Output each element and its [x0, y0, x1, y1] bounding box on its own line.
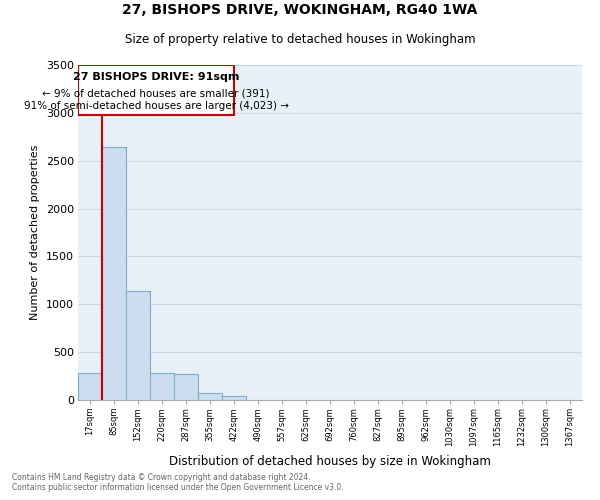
- Text: 27, BISHOPS DRIVE, WOKINGHAM, RG40 1WA: 27, BISHOPS DRIVE, WOKINGHAM, RG40 1WA: [122, 3, 478, 17]
- Bar: [222, 396, 246, 400]
- Text: Contains public sector information licensed under the Open Government Licence v3: Contains public sector information licen…: [12, 484, 344, 492]
- Bar: [78, 373, 102, 400]
- FancyBboxPatch shape: [78, 65, 234, 115]
- Bar: [198, 393, 222, 400]
- Text: Contains HM Land Registry data © Crown copyright and database right 2024.: Contains HM Land Registry data © Crown c…: [12, 474, 311, 482]
- X-axis label: Distribution of detached houses by size in Wokingham: Distribution of detached houses by size …: [169, 454, 491, 468]
- Y-axis label: Number of detached properties: Number of detached properties: [30, 145, 40, 320]
- Text: 27 BISHOPS DRIVE: 91sqm: 27 BISHOPS DRIVE: 91sqm: [73, 72, 239, 83]
- Text: Size of property relative to detached houses in Wokingham: Size of property relative to detached ho…: [125, 33, 475, 46]
- Bar: [174, 374, 198, 400]
- Bar: [102, 148, 126, 400]
- Bar: [126, 291, 150, 400]
- Bar: [150, 373, 174, 400]
- Text: ← 9% of detached houses are smaller (391): ← 9% of detached houses are smaller (391…: [42, 88, 270, 99]
- Text: 91% of semi-detached houses are larger (4,023) →: 91% of semi-detached houses are larger (…: [23, 101, 289, 111]
